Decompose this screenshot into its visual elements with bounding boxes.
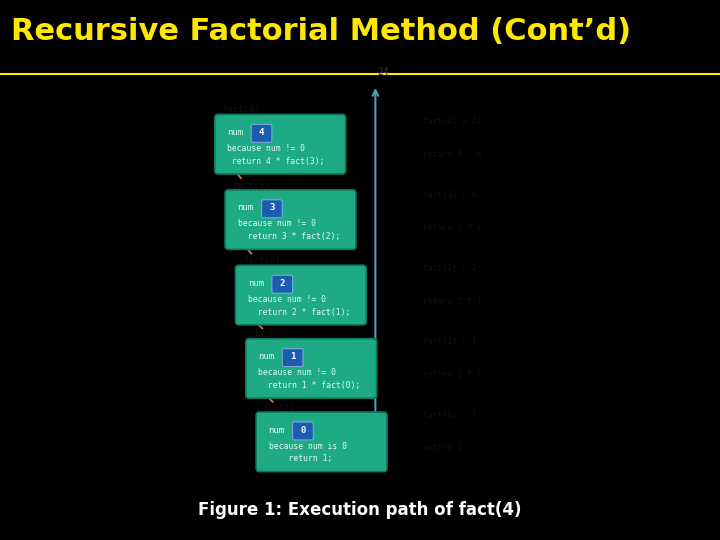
Text: return 1;: return 1; xyxy=(269,454,332,463)
Text: because num != 0: because num != 0 xyxy=(258,368,336,377)
FancyBboxPatch shape xyxy=(292,422,313,440)
FancyBboxPatch shape xyxy=(272,275,292,293)
Text: 3: 3 xyxy=(269,204,274,212)
Text: because num is 0: because num is 0 xyxy=(269,442,346,450)
Text: num: num xyxy=(238,204,253,212)
Text: because num != 0: because num != 0 xyxy=(248,295,326,304)
Text: fact(2): fact(2) xyxy=(243,256,281,265)
FancyBboxPatch shape xyxy=(256,412,387,471)
Text: num: num xyxy=(248,279,264,288)
Text: 2: 2 xyxy=(279,279,285,288)
Text: fact(1) = 1: fact(1) = 1 xyxy=(423,338,477,347)
Text: num: num xyxy=(269,426,284,435)
Text: because num != 0: because num != 0 xyxy=(228,144,305,153)
Text: return 1 * 1: return 1 * 1 xyxy=(423,370,482,379)
Text: return 2 * fact(1);: return 2 * fact(1); xyxy=(248,307,350,316)
Text: because num != 0: because num != 0 xyxy=(238,219,315,228)
Text: Figure 1: Execution path of fact(4): Figure 1: Execution path of fact(4) xyxy=(198,501,522,519)
Text: fact(0) = 1: fact(0) = 1 xyxy=(423,411,477,420)
FancyBboxPatch shape xyxy=(261,200,282,218)
Text: return 2 * 1: return 2 * 1 xyxy=(423,296,482,306)
Text: fact(4) = 24: fact(4) = 24 xyxy=(423,117,482,126)
FancyBboxPatch shape xyxy=(235,265,366,325)
Text: num: num xyxy=(258,352,274,361)
Text: fact(1): fact(1) xyxy=(253,329,291,339)
Text: fact(3): fact(3) xyxy=(233,181,270,190)
Text: num: num xyxy=(228,128,243,137)
Text: return 3 * fact(2);: return 3 * fact(2); xyxy=(238,232,340,241)
Text: return 4 * fact(3);: return 4 * fact(3); xyxy=(228,157,325,166)
Text: 4: 4 xyxy=(259,128,264,137)
FancyBboxPatch shape xyxy=(251,124,272,143)
Text: 1: 1 xyxy=(290,352,295,361)
Text: return 4 * 6: return 4 * 6 xyxy=(423,150,482,159)
FancyBboxPatch shape xyxy=(215,114,346,174)
FancyBboxPatch shape xyxy=(282,349,303,367)
Text: return 1: return 1 xyxy=(423,443,462,453)
Text: fact(4): fact(4) xyxy=(222,105,260,114)
FancyBboxPatch shape xyxy=(246,339,377,398)
Text: return 1 * fact(0);: return 1 * fact(0); xyxy=(258,381,361,390)
Text: fact(2) = 2: fact(2) = 2 xyxy=(423,264,477,273)
Text: fact(0): fact(0) xyxy=(264,403,301,412)
Text: Recursive Factorial Method (Cont’d): Recursive Factorial Method (Cont’d) xyxy=(11,17,631,46)
Text: 0: 0 xyxy=(300,426,305,435)
FancyBboxPatch shape xyxy=(225,190,356,249)
Text: fact(3) = 6: fact(3) = 6 xyxy=(423,191,477,200)
Text: return 3 * 2: return 3 * 2 xyxy=(423,223,482,232)
Text: 24: 24 xyxy=(378,67,390,77)
